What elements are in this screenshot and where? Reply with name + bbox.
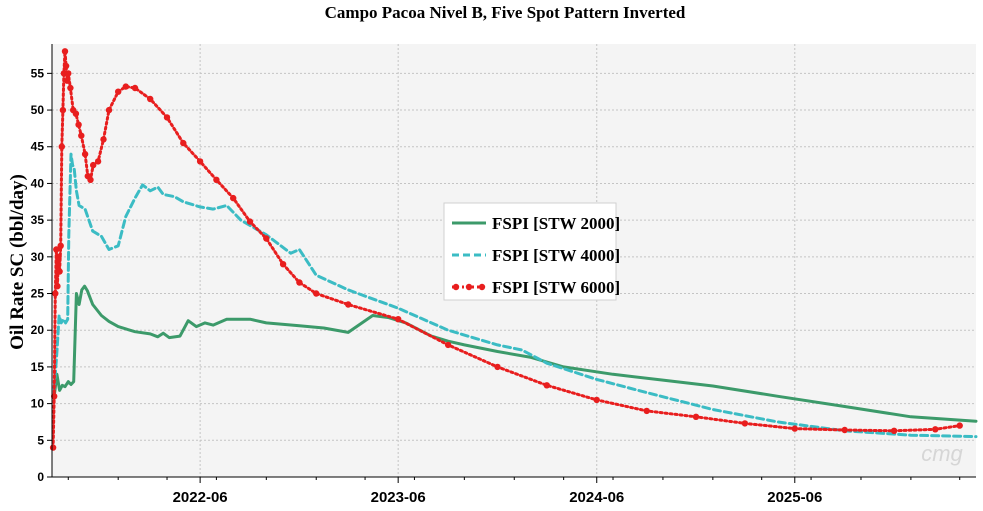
series-3-point <box>55 253 62 260</box>
y-tick-label: 50 <box>31 103 45 117</box>
legend-box <box>443 202 617 301</box>
series-3-point <box>60 70 68 77</box>
x-tick-label: 2024-06 <box>569 489 624 506</box>
y-tick-label: 5 <box>37 433 44 447</box>
series-3-point <box>78 132 85 139</box>
y-tick-label: 10 <box>31 397 45 411</box>
y-tick-label: 55 <box>31 66 45 80</box>
series-3-point <box>54 283 61 290</box>
y-tick-label: 45 <box>31 140 45 154</box>
legend-label-1: FSPI [STW 2000] <box>492 214 620 233</box>
series-line-2 <box>52 152 978 439</box>
y-tick-label: 25 <box>31 287 45 301</box>
y-tick-label: 20 <box>31 323 45 337</box>
series-line-1 <box>52 284 978 423</box>
grid-layer <box>52 44 976 477</box>
series-3-point <box>313 290 320 297</box>
series-layer <box>49 48 978 451</box>
series-3-point <box>213 176 220 183</box>
series-3-point <box>51 393 58 400</box>
series-3-point <box>87 176 94 183</box>
y-axis-ticks: 0 5 10 15 20 25 30 35 40 45 50 55 <box>31 66 52 484</box>
series-3-point <box>61 48 69 55</box>
series-3-point <box>57 242 64 249</box>
y-tick-label: 15 <box>31 360 45 374</box>
series-3-point <box>196 158 204 165</box>
series-3-point <box>246 218 254 225</box>
chart-title: Campo Pacoa Nivel B, Five Spot Pattern I… <box>325 3 686 22</box>
y-tick-label: 40 <box>31 176 45 190</box>
series-3-point <box>593 396 600 404</box>
series-3-point <box>81 150 89 158</box>
series-3-point <box>147 95 154 103</box>
series-3-point <box>395 316 402 323</box>
series-3-point <box>791 425 798 432</box>
series-3-point <box>56 268 63 275</box>
legend-label-2: FSPI [STW 4000] <box>492 246 620 265</box>
series-3-point <box>52 290 59 297</box>
series-3-point <box>100 136 107 143</box>
series-3-point <box>230 194 237 202</box>
legend-marker-3 <box>478 283 486 291</box>
x-axis-ticks: 2022-06 2023-06 2024-06 2025-06 <box>67 477 961 506</box>
series-3-point <box>494 363 501 371</box>
series-3-point <box>72 110 80 117</box>
series-3-point <box>105 106 113 114</box>
series-3-point <box>62 62 70 70</box>
x-tick-label: 2022-06 <box>173 489 228 506</box>
y-tick-label: 30 <box>31 250 45 264</box>
series-3-point <box>890 427 898 434</box>
series-3-point <box>49 444 57 451</box>
series-3-point <box>180 139 187 147</box>
y-axis-label: Oil Rate SC (bbl/day) <box>7 174 28 350</box>
series-3-point <box>122 83 129 90</box>
y-tick-label: 0 <box>37 470 44 484</box>
series-3-point <box>296 279 303 286</box>
series-3-point <box>956 422 963 429</box>
legend-marker-3 <box>452 283 460 291</box>
series-3-point <box>131 84 139 92</box>
series-3-point <box>63 77 71 84</box>
y-tick-label: 35 <box>31 213 45 227</box>
series-3-point <box>65 70 72 77</box>
series-3-point <box>345 301 352 308</box>
series-3-point <box>67 84 74 92</box>
series-3-point <box>932 426 939 433</box>
series-3-point <box>263 235 270 242</box>
series-3-point <box>841 426 848 434</box>
series-3-point <box>59 106 67 114</box>
series-3-point <box>75 121 82 128</box>
x-tick-label: 2025-06 <box>767 489 822 506</box>
series-3-point <box>163 114 171 121</box>
legend-label-3: FSPI [STW 6000] <box>492 278 620 297</box>
series-3-point <box>90 161 97 169</box>
series-3-point <box>444 341 452 349</box>
watermark-logo: cmg <box>921 441 963 466</box>
series-3-point <box>643 407 650 415</box>
legend: FSPI [STW 2000] FSPI [STW 4000] FSPI [STW … <box>443 202 620 301</box>
legend-marker-3 <box>465 283 473 291</box>
x-tick-label: 2023-06 <box>371 489 426 506</box>
series-3-point <box>279 261 287 268</box>
series-3-point <box>692 413 700 420</box>
series-3-point <box>53 246 60 253</box>
series-3-point <box>58 143 65 150</box>
series-3-point <box>543 382 550 389</box>
series-3-point <box>115 88 122 95</box>
series-3-point <box>741 420 749 427</box>
series-3-point <box>94 158 102 165</box>
